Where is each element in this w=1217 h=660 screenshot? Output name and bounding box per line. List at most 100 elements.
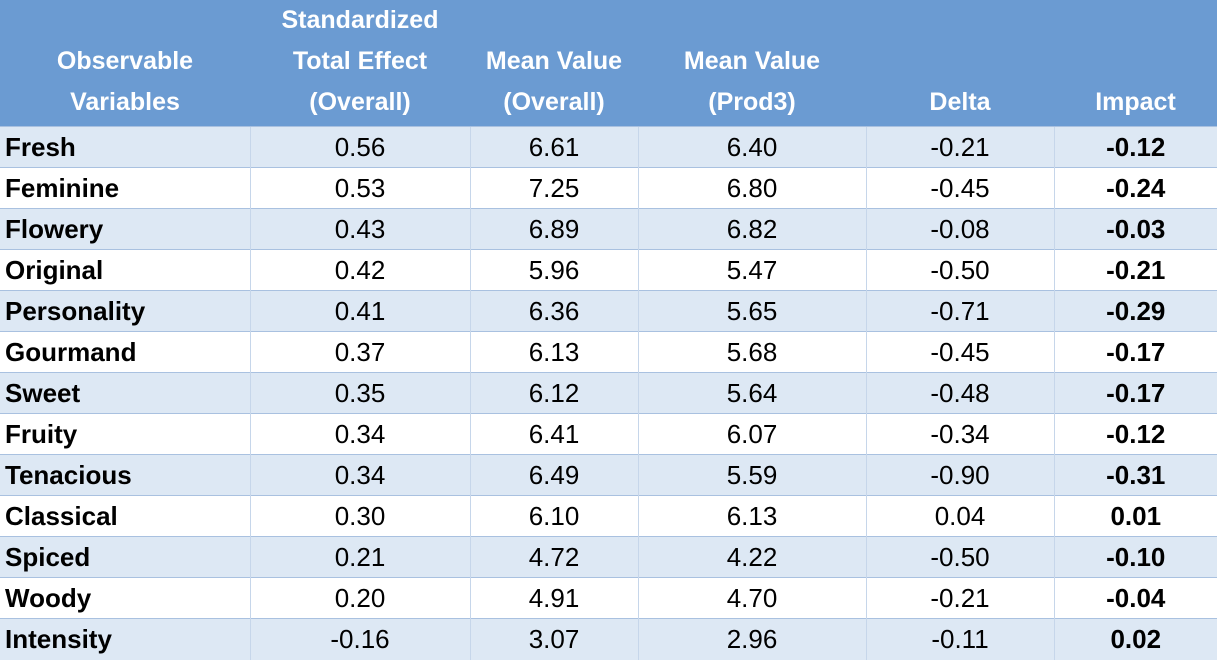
total-effect-cell: 0.34 <box>249 413 470 455</box>
mean-prod3-cell: 6.80 <box>637 167 866 209</box>
delta-cell: -0.21 <box>865 126 1054 168</box>
impact-cell: -0.12 <box>1053 413 1217 455</box>
mean-prod3-cell: 6.40 <box>637 126 866 168</box>
mean-prod3-cell: 6.13 <box>637 495 866 537</box>
mean-prod3-cell: 6.07 <box>637 413 866 455</box>
total-effect-cell: 0.20 <box>249 577 470 619</box>
mean-overall-cell: 7.25 <box>469 167 638 209</box>
header-mean-value-prod3: Mean Value (Prod3) <box>683 47 821 116</box>
table-row: Spiced 0.21 4.72 4.22 -0.50 -0.10 <box>0 536 1217 578</box>
impact-cell: -0.12 <box>1053 126 1217 168</box>
delta-cell: -0.34 <box>865 413 1054 455</box>
table-body: Fresh 0.56 6.61 6.40 -0.21 -0.12 Feminine 0.53 7… <box>0 126 1217 660</box>
impact-cell: 0.02 <box>1053 618 1217 660</box>
table-row: Classical 0.30 6.10 6.13 0.04 0.01 <box>0 495 1217 537</box>
variable-cell: Tenacious <box>0 454 250 496</box>
table-row: Flowery 0.43 6.89 6.82 -0.08 -0.03 <box>0 208 1217 250</box>
delta-cell: -0.50 <box>865 536 1054 578</box>
mean-overall-cell: 6.61 <box>469 126 638 168</box>
mean-prod3-cell: 5.68 <box>637 331 866 373</box>
delta-cell: -0.50 <box>865 249 1054 291</box>
mean-overall-cell: 4.72 <box>469 536 638 578</box>
delta-cell: -0.45 <box>865 331 1054 373</box>
total-effect-cell: 0.42 <box>249 249 470 291</box>
total-effect-cell: 0.56 <box>249 126 470 168</box>
table-row: Sweet 0.35 6.12 5.64 -0.48 -0.17 <box>0 372 1217 414</box>
mean-overall-cell: 5.96 <box>469 249 638 291</box>
variable-cell: Personality <box>0 290 250 332</box>
impact-cell: -0.17 <box>1053 372 1217 414</box>
variable-cell: Classical <box>0 495 250 537</box>
total-effect-cell: -0.16 <box>249 618 470 660</box>
mean-prod3-cell: 5.59 <box>637 454 866 496</box>
impact-cell: -0.21 <box>1053 249 1217 291</box>
mean-prod3-cell: 5.47 <box>637 249 866 291</box>
delta-cell: -0.08 <box>865 208 1054 250</box>
impact-cell: -0.10 <box>1053 536 1217 578</box>
table-row: Original 0.42 5.96 5.47 -0.50 -0.21 <box>0 249 1217 291</box>
delta-cell: -0.48 <box>865 372 1054 414</box>
table-row: Gourmand 0.37 6.13 5.68 -0.45 -0.17 <box>0 331 1217 373</box>
header-standardized-total-effect: Standardized Total Effect (Overall) <box>281 6 439 116</box>
mean-overall-cell: 6.89 <box>469 208 638 250</box>
total-effect-cell: 0.34 <box>249 454 470 496</box>
table-header: Observable Variables Standardized Total … <box>0 0 1217 127</box>
impact-cell: 0.01 <box>1053 495 1217 537</box>
table-row: Intensity -0.16 3.07 2.96 -0.11 0.02 <box>0 618 1217 660</box>
mean-overall-cell: 6.10 <box>469 495 638 537</box>
variable-cell: Fruity <box>0 413 250 455</box>
impact-cell: -0.24 <box>1053 167 1217 209</box>
variable-cell: Woody <box>0 577 250 619</box>
mean-overall-cell: 6.49 <box>469 454 638 496</box>
table-row: Fresh 0.56 6.61 6.40 -0.21 -0.12 <box>0 126 1217 168</box>
total-effect-cell: 0.35 <box>249 372 470 414</box>
total-effect-cell: 0.43 <box>249 208 470 250</box>
mean-overall-cell: 6.41 <box>469 413 638 455</box>
mean-prod3-cell: 5.64 <box>637 372 866 414</box>
delta-cell: 0.04 <box>865 495 1054 537</box>
mean-overall-cell: 4.91 <box>469 577 638 619</box>
variable-cell: Spiced <box>0 536 250 578</box>
impact-cell: -0.31 <box>1053 454 1217 496</box>
mean-prod3-cell: 4.70 <box>637 577 866 619</box>
header-impact: Impact <box>1095 88 1176 116</box>
mean-prod3-cell: 4.22 <box>637 536 866 578</box>
mean-overall-cell: 6.36 <box>469 290 638 332</box>
impact-cell: -0.17 <box>1053 331 1217 373</box>
variable-cell: Original <box>0 249 250 291</box>
mean-prod3-cell: 5.65 <box>637 290 866 332</box>
variable-cell: Sweet <box>0 372 250 414</box>
header-mean-value-overall: Mean Value (Overall) <box>485 47 623 116</box>
table-row: Woody 0.20 4.91 4.70 -0.21 -0.04 <box>0 577 1217 619</box>
delta-cell: -0.90 <box>865 454 1054 496</box>
variable-cell: Feminine <box>0 167 250 209</box>
table-row: Feminine 0.53 7.25 6.80 -0.45 -0.24 <box>0 167 1217 209</box>
table-row: Personality 0.41 6.36 5.65 -0.71 -0.29 <box>0 290 1217 332</box>
header-delta: Delta <box>929 88 991 116</box>
total-effect-cell: 0.41 <box>249 290 470 332</box>
table-row: Tenacious 0.34 6.49 5.59 -0.90 -0.31 <box>0 454 1217 496</box>
impact-cell: -0.04 <box>1053 577 1217 619</box>
total-effect-cell: 0.53 <box>249 167 470 209</box>
header-observable-variables: Observable Variables <box>56 47 194 116</box>
variable-cell: Intensity <box>0 618 250 660</box>
table-row: Fruity 0.34 6.41 6.07 -0.34 -0.12 <box>0 413 1217 455</box>
variable-cell: Gourmand <box>0 331 250 373</box>
delta-cell: -0.71 <box>865 290 1054 332</box>
variable-cell: Fresh <box>0 126 250 168</box>
total-effect-cell: 0.30 <box>249 495 470 537</box>
mean-overall-cell: 3.07 <box>469 618 638 660</box>
mean-prod3-cell: 2.96 <box>637 618 866 660</box>
header-row: Observable Variables Standardized Total … <box>0 0 1217 127</box>
impact-cell: -0.03 <box>1053 208 1217 250</box>
mean-prod3-cell: 6.82 <box>637 208 866 250</box>
delta-cell: -0.11 <box>865 618 1054 660</box>
delta-cell: -0.21 <box>865 577 1054 619</box>
mean-overall-cell: 6.13 <box>469 331 638 373</box>
total-effect-cell: 0.21 <box>249 536 470 578</box>
mean-overall-cell: 6.12 <box>469 372 638 414</box>
impact-cell: -0.29 <box>1053 290 1217 332</box>
variable-cell: Flowery <box>0 208 250 250</box>
total-effect-cell: 0.37 <box>249 331 470 373</box>
